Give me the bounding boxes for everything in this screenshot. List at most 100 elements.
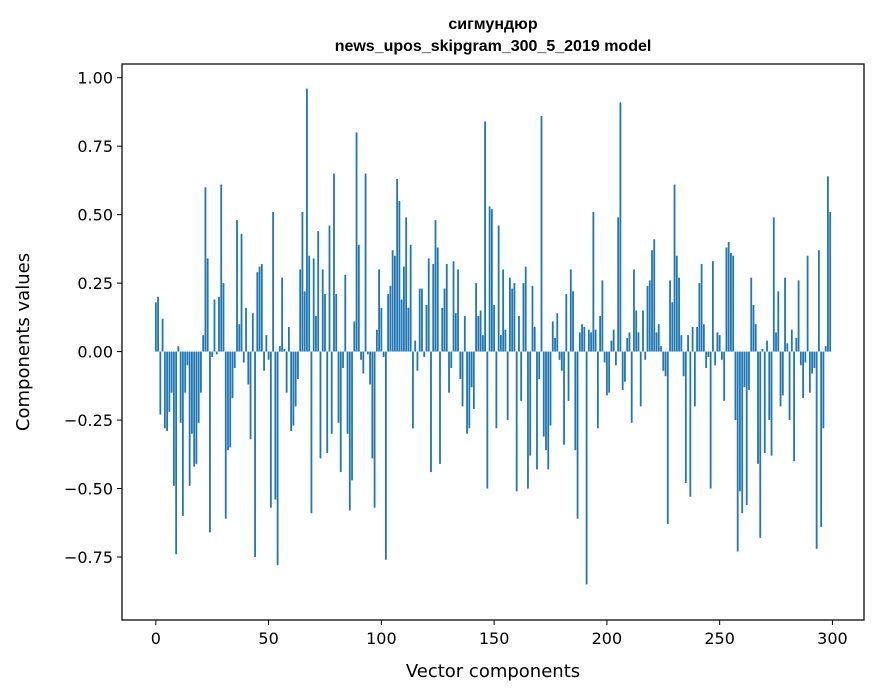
- bar-137: [463, 315, 466, 352]
- bar-181: [563, 351, 565, 445]
- bar-192: [587, 329, 590, 352]
- bar-50: [267, 351, 270, 360]
- bar-35: [233, 351, 236, 369]
- bar-37: [238, 324, 241, 352]
- bar-28: [218, 296, 220, 352]
- bar-87: [351, 351, 353, 481]
- bar-85: [346, 351, 349, 434]
- bar-157: [509, 277, 511, 352]
- y-tick-label-2: −0.25: [64, 411, 113, 430]
- bar-235: [684, 351, 687, 484]
- bar-293: [815, 351, 818, 549]
- bar-225: [662, 351, 665, 371]
- bar-285: [797, 280, 800, 352]
- bar-11: [179, 351, 182, 423]
- bar-166: [529, 351, 532, 456]
- chart-title-line2: news_upos_skipgram_300_5_2019 model: [335, 38, 652, 55]
- bar-165: [527, 351, 529, 489]
- bar-260: [741, 351, 744, 514]
- bar-292: [813, 351, 816, 369]
- bar-279: [784, 277, 786, 352]
- bar-282: [790, 329, 793, 352]
- bar-275: [775, 332, 777, 352]
- bar-226: [664, 351, 667, 377]
- bar-18: [195, 351, 198, 464]
- bar-256: [732, 255, 735, 352]
- bar-265: [752, 305, 755, 352]
- chart-title-line1: сигмундюр: [448, 16, 537, 33]
- bar-42: [249, 351, 252, 440]
- bar-51: [269, 351, 272, 508]
- bar-91: [360, 351, 362, 360]
- bar-52: [272, 211, 274, 352]
- bar-136: [461, 351, 464, 407]
- bar-259: [739, 351, 741, 492]
- bar-104: [389, 285, 392, 352]
- bar-39: [242, 351, 245, 363]
- bar-38: [240, 233, 243, 352]
- bar-201: [608, 351, 611, 393]
- bar-6: [168, 351, 171, 412]
- bar-29: [220, 184, 223, 352]
- bar-296: [822, 351, 825, 429]
- bar-90: [357, 244, 360, 352]
- bar-180: [560, 351, 563, 371]
- bar-190: [583, 326, 586, 352]
- bar-145: [481, 335, 484, 352]
- bar-274: [772, 217, 775, 352]
- bar-105: [391, 250, 394, 352]
- bar-7: [170, 351, 173, 393]
- bar-210: [628, 332, 631, 352]
- bar-255: [730, 252, 732, 352]
- bar-84: [344, 274, 347, 352]
- bar-102: [384, 351, 387, 560]
- bar-148: [488, 206, 491, 352]
- bar-154: [502, 269, 505, 352]
- bar-299: [829, 211, 832, 352]
- bar-66: [303, 291, 306, 352]
- bar-270: [763, 351, 766, 453]
- bar-163: [522, 283, 525, 352]
- bar-131: [450, 351, 453, 369]
- bar-272: [768, 351, 771, 421]
- bar-141: [472, 351, 475, 410]
- bar-93: [364, 173, 367, 352]
- bar-203: [612, 329, 615, 352]
- bar-191: [585, 351, 588, 585]
- bar-40: [245, 307, 247, 352]
- bar-25: [211, 351, 214, 358]
- bar-89: [355, 132, 358, 352]
- bar-94: [366, 351, 369, 355]
- bar-273: [770, 351, 773, 456]
- bar-16: [191, 351, 193, 434]
- bar-59: [287, 326, 290, 352]
- bar-53: [274, 351, 277, 500]
- bar-20: [200, 351, 202, 393]
- x-tick-label-200: 200: [592, 629, 623, 648]
- y-axis-label: Components values: [13, 253, 34, 431]
- bar-266: [754, 324, 757, 352]
- bar-0: [154, 302, 157, 352]
- bar-232: [678, 277, 680, 352]
- bar-81: [337, 351, 340, 423]
- bar-175: [549, 351, 552, 426]
- bar-23: [206, 258, 209, 352]
- y-tick-label-1: −0.50: [64, 480, 113, 499]
- bar-106: [393, 255, 396, 352]
- bar-189: [581, 324, 583, 352]
- bar-65: [301, 211, 304, 352]
- bar-12: [181, 351, 184, 516]
- bar-173: [545, 351, 547, 451]
- bar-1: [157, 296, 159, 352]
- bar-287: [802, 351, 804, 399]
- bar-239: [693, 351, 696, 407]
- bar-125: [436, 247, 439, 352]
- bar-220: [651, 250, 653, 352]
- bar-30: [222, 283, 225, 352]
- x-tick-label-100: 100: [366, 629, 397, 648]
- x-tick-label-300: 300: [817, 629, 848, 648]
- y-tick-label-6: 0.75: [77, 137, 113, 156]
- bar-69: [310, 351, 313, 514]
- x-tick-label-150: 150: [479, 629, 510, 648]
